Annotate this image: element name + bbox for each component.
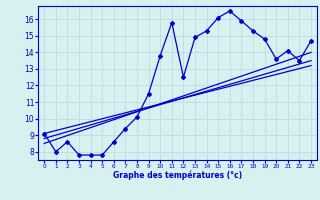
X-axis label: Graphe des températures (°c): Graphe des températures (°c) xyxy=(113,171,242,180)
